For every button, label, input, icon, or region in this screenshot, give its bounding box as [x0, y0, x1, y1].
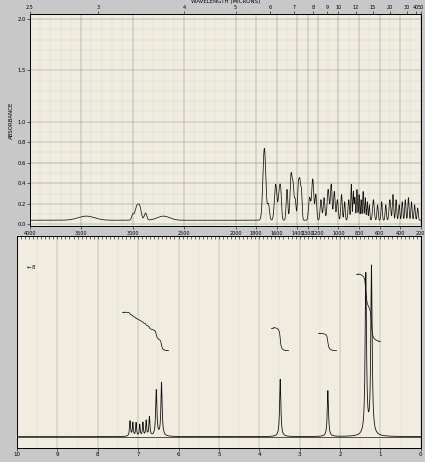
- X-axis label: WAVENUMBER (CM-1): WAVENUMBER (CM-1): [196, 237, 255, 242]
- Text: $\leftarrow$8: $\leftarrow$8: [25, 263, 37, 272]
- Y-axis label: ABSORBANCE: ABSORBANCE: [9, 102, 14, 139]
- X-axis label: WAVELENGTH (MICRONS): WAVELENGTH (MICRONS): [191, 0, 260, 4]
